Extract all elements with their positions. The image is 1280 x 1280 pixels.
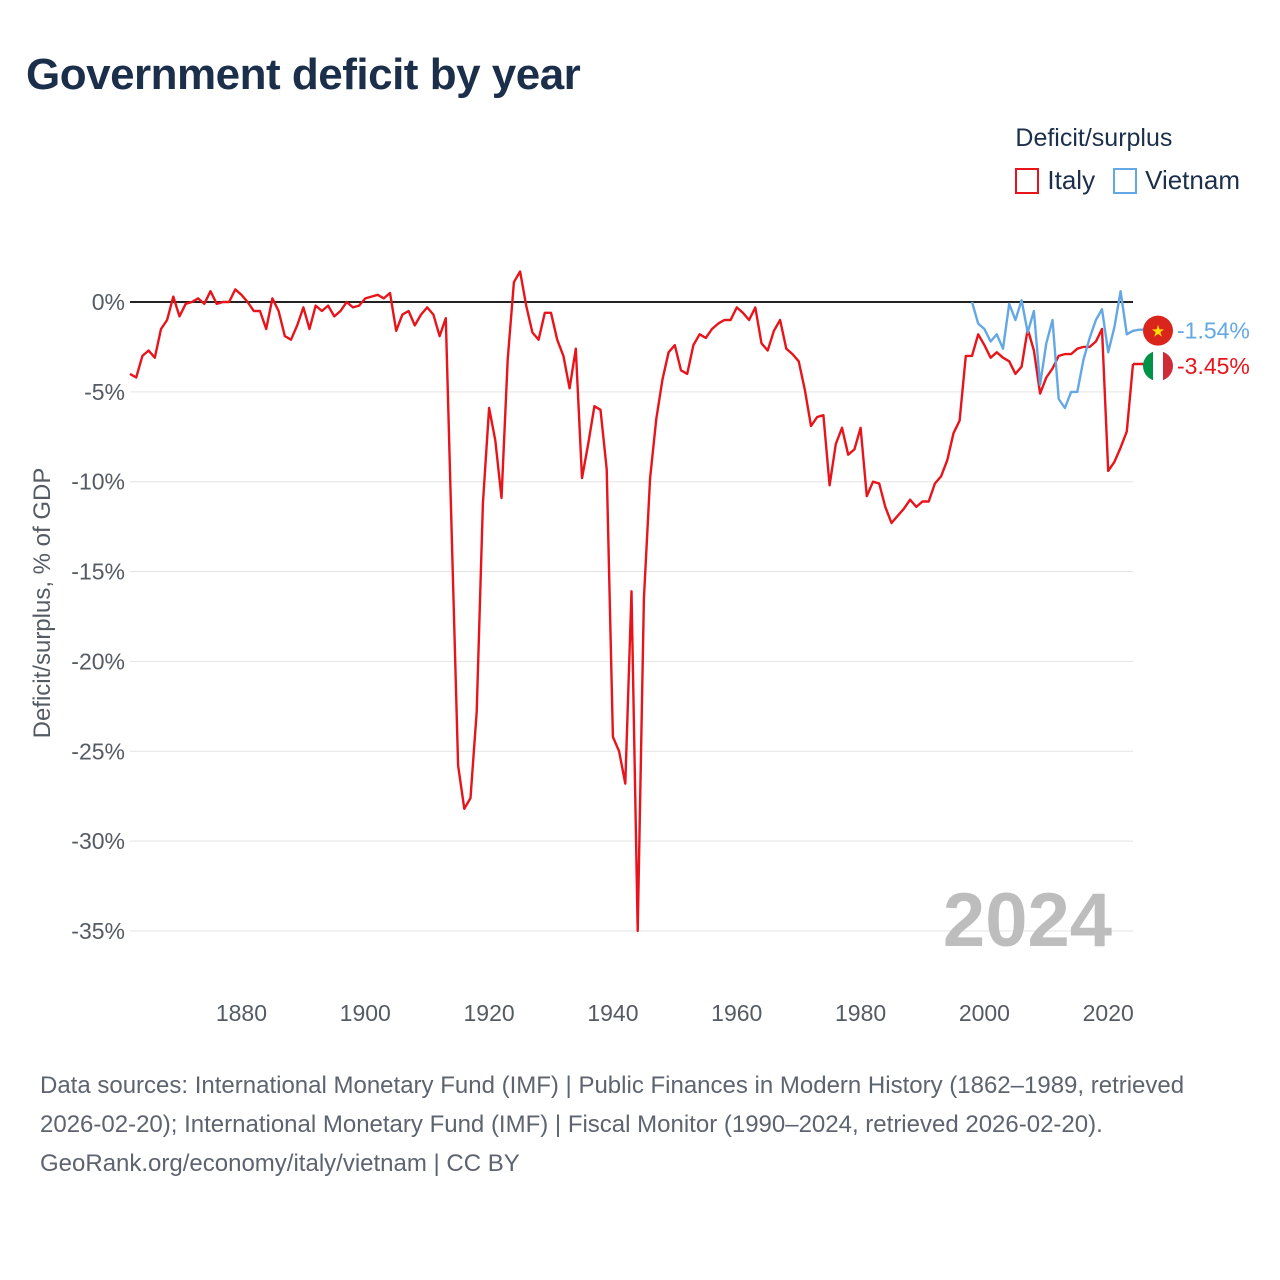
series-line-vietnam[interactable] <box>970 290 1140 410</box>
footer: Data sources: International Monetary Fun… <box>40 1066 1240 1183</box>
x-axis-ticks: 1880 1900 1920 1940 1960 1980 2000 2020 <box>216 1000 1134 1026</box>
end-label-vietnam: -1.54% <box>1177 318 1250 344</box>
series-line-italy[interactable] <box>129 270 1135 933</box>
legend-label-vietnam: Vietnam <box>1145 165 1240 195</box>
y-tick-label: -5% <box>84 379 125 405</box>
credit-line[interactable]: GeoRank.org/economy/italy/vietnam | CC B… <box>40 1150 520 1177</box>
y-tick-label: -25% <box>71 738 125 764</box>
y-tick-label: 0% <box>92 289 125 315</box>
x-tick-label: 1900 <box>340 1000 391 1026</box>
data-sources: Data sources: International Monetary Fun… <box>40 1072 1185 1138</box>
vietnam-flag-circle <box>1143 315 1173 346</box>
y-tick-label: -20% <box>71 648 125 674</box>
x-tick-label: 1880 <box>216 1000 267 1026</box>
series-lines <box>129 270 1158 933</box>
plot-area: 0% -5% -10% -15% -20% -25% -30% -35% 1880 1900 19… <box>29 270 1250 1026</box>
y-tick-label: -10% <box>71 469 125 495</box>
x-tick-label: 1960 <box>711 1000 762 1026</box>
x-tick-label: 1940 <box>587 1000 638 1026</box>
y-tick-label: -35% <box>71 918 125 944</box>
x-tick-label: 1980 <box>835 1000 886 1026</box>
legend-swatch-vietnam <box>1113 167 1138 194</box>
italy-flag-icon <box>1143 350 1173 381</box>
gridlines <box>130 391 1133 932</box>
y-tick-label: -30% <box>71 828 125 854</box>
y-axis-title: Deficit/surplus, % of GDP <box>29 468 56 739</box>
vietnam-flag-icon: ★ <box>1143 315 1173 346</box>
year-watermark: 2024 <box>943 878 1112 963</box>
legend-label-italy: Italy <box>1047 165 1096 195</box>
x-tick-label: 2020 <box>1083 1000 1134 1026</box>
x-tick-label: 1920 <box>464 1000 515 1026</box>
chart-title: Government deficit by year <box>26 50 581 99</box>
y-axis-ticks: 0% -5% -10% -15% -20% -25% -30% -35% <box>71 289 125 944</box>
y-tick-label: -15% <box>71 559 125 585</box>
x-tick-label: 2000 <box>959 1000 1010 1026</box>
end-label-italy: -3.45% <box>1177 353 1250 379</box>
legend-swatch-italy <box>1015 167 1040 194</box>
legend-item-italy[interactable]: Italy <box>1015 165 1095 196</box>
legend: Deficit/surplus Italy Vietnam <box>1015 124 1240 196</box>
vietnam-flag-star: ★ <box>1151 324 1165 341</box>
legend-title: Deficit/surplus <box>1015 124 1173 152</box>
legend-item-vietnam[interactable]: Vietnam <box>1113 165 1240 196</box>
